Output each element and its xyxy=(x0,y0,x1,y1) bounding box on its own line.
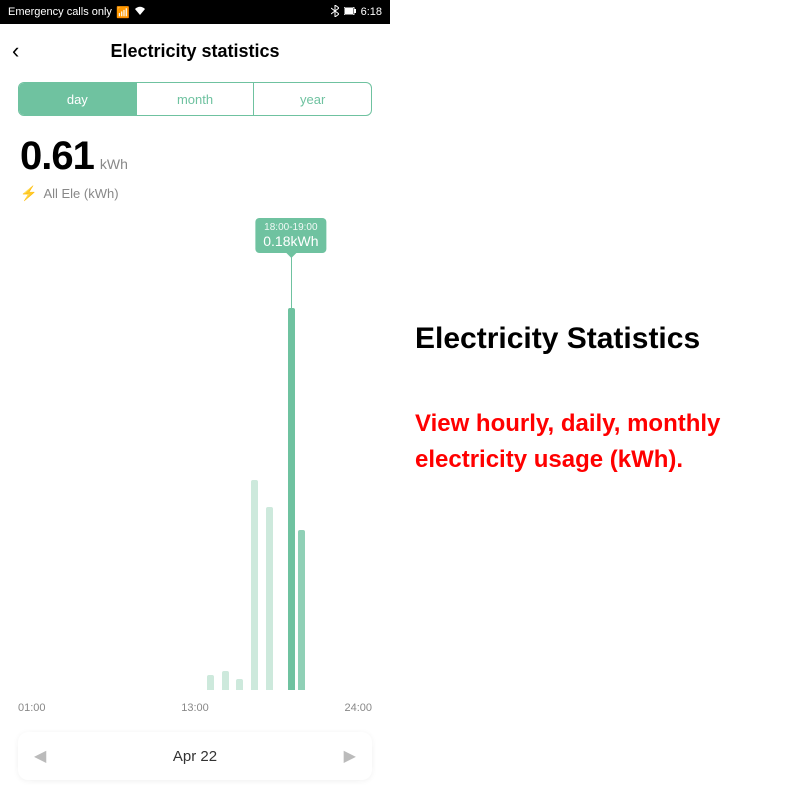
chart-bar[interactable] xyxy=(236,679,243,690)
info-pane: Electricity Statistics View hourly, dail… xyxy=(390,0,800,800)
reading-unit: kWh xyxy=(100,156,128,172)
wifi-icon xyxy=(134,6,146,19)
tooltip-time: 18:00-19:00 xyxy=(263,222,318,233)
chart-bar[interactable] xyxy=(251,480,258,690)
chart-bar[interactable] xyxy=(207,675,214,690)
reading-value: 0.61 xyxy=(20,134,94,179)
segment-year[interactable]: year xyxy=(254,83,371,115)
chart-tooltip: 18:00-19:000.18kWh xyxy=(255,218,326,253)
battery-icon xyxy=(344,6,356,18)
date-next-button[interactable]: ▶ xyxy=(344,746,356,766)
chart-selection-line xyxy=(291,256,292,690)
bluetooth-icon xyxy=(331,5,339,20)
phone-screenshot: Emergency calls only 📶 6:18 ‹ Electricit… xyxy=(0,0,390,800)
info-description: View hourly, daily, monthly electricity … xyxy=(415,406,775,478)
bolt-icon: ⚡ xyxy=(20,185,37,202)
legend-label: All Ele (kWh) xyxy=(43,186,118,201)
info-title: Electricity Statistics xyxy=(415,322,775,356)
tooltip-value: 0.18kWh xyxy=(263,233,318,249)
app-header: ‹ Electricity statistics xyxy=(0,24,390,82)
signal-icon: 📶 xyxy=(116,6,130,19)
status-time: 6:18 xyxy=(361,6,382,18)
date-navigator: ◀ Apr 22 ▶ xyxy=(18,732,372,780)
status-network-text: Emergency calls only xyxy=(8,6,112,18)
chart-bar[interactable] xyxy=(266,507,273,690)
time-range-segmented-control[interactable]: daymonthyear xyxy=(18,82,372,116)
x-tick-label: 24:00 xyxy=(344,702,372,714)
reading-block: 0.61 kWh ⚡ All Ele (kWh) xyxy=(0,116,390,206)
chart-bar[interactable] xyxy=(298,530,305,690)
page-title: Electricity statistics xyxy=(12,41,378,62)
x-tick-label: 13:00 xyxy=(181,702,209,714)
status-bar: Emergency calls only 📶 6:18 xyxy=(0,0,390,24)
x-tick-label: 01:00 xyxy=(18,702,46,714)
segment-day[interactable]: day xyxy=(19,83,136,115)
usage-bar-chart[interactable]: 18:00-19:000.18kWh 01:00 13:00 24:00 xyxy=(18,216,372,720)
date-prev-button[interactable]: ◀ xyxy=(34,746,46,766)
chart-bar[interactable] xyxy=(222,671,229,690)
x-axis-labels: 01:00 13:00 24:00 xyxy=(18,702,372,714)
date-label: Apr 22 xyxy=(173,748,217,765)
segment-month[interactable]: month xyxy=(137,83,254,115)
